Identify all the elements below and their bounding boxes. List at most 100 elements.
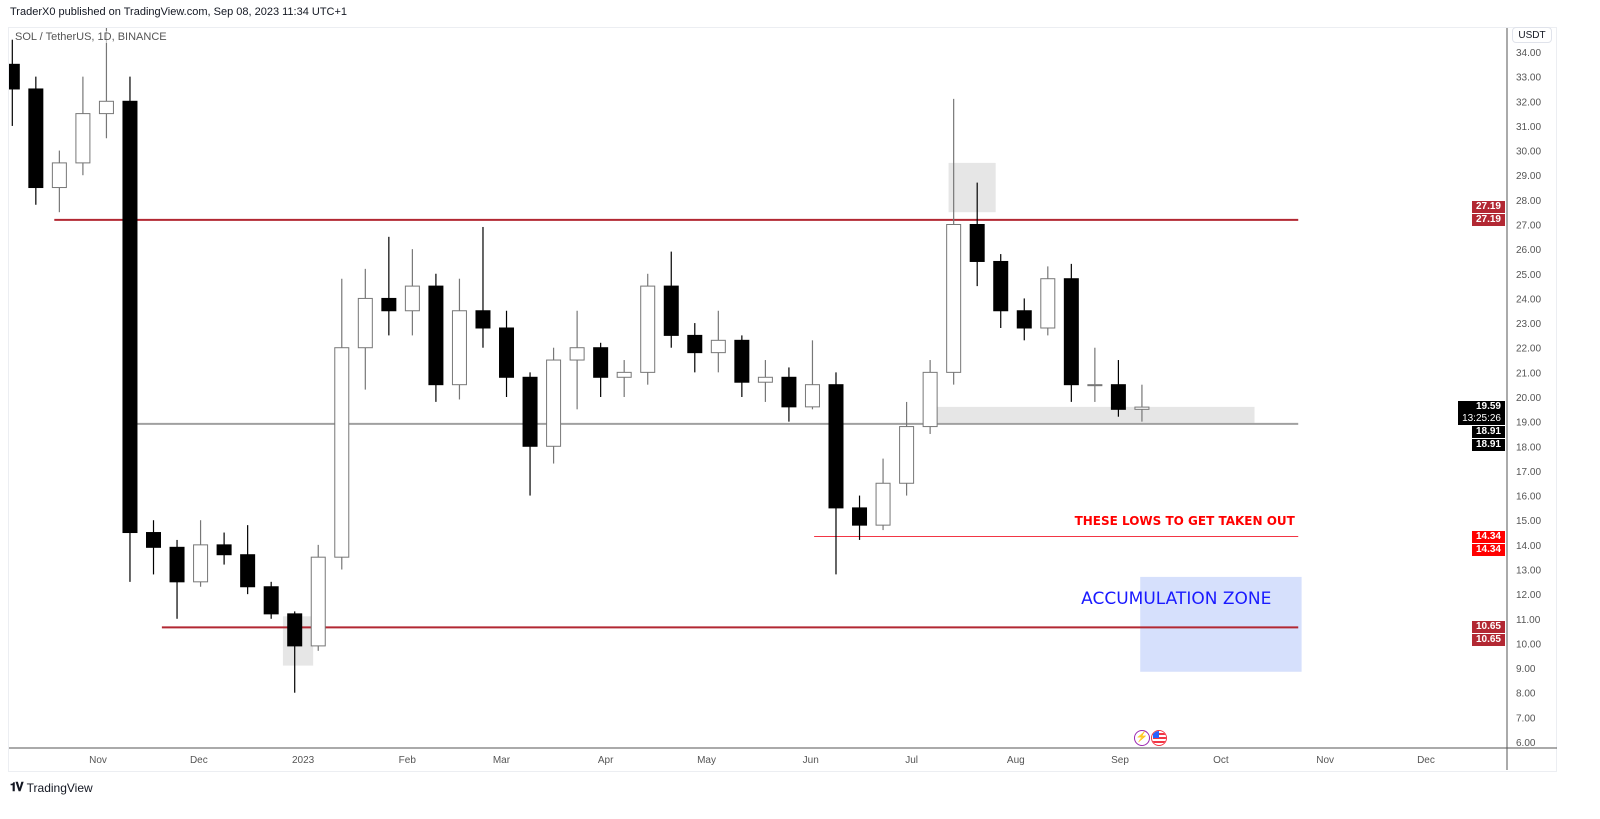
- candle-body: [381, 297, 397, 312]
- x-tick-label: 2023: [292, 755, 315, 766]
- candle: [828, 372, 844, 575]
- candle: [1016, 298, 1032, 341]
- candle: [969, 182, 985, 287]
- candle-body: [451, 310, 467, 386]
- price-label-value: 10.65: [1475, 634, 1501, 645]
- candle: [334, 278, 350, 570]
- x-tick-label: Feb: [399, 755, 417, 766]
- candle-body: [98, 100, 114, 115]
- y-tick-label: 6.00: [1516, 738, 1536, 749]
- price-label: 10.65: [1471, 621, 1505, 633]
- lows-annotation: THESE LOWS TO GET TAKEN OUT: [1075, 514, 1296, 528]
- price-label: 18.91: [1471, 426, 1505, 438]
- candle-body: [969, 224, 985, 262]
- y-tick-label: 27.00: [1516, 221, 1541, 232]
- candle-body: [616, 371, 632, 378]
- accumulation-zone-label: ACCUMULATION ZONE: [1081, 589, 1271, 609]
- candle-body: [546, 359, 562, 447]
- candle: [899, 401, 915, 496]
- candle-body: [946, 224, 962, 373]
- price-label: 27.19: [1471, 201, 1505, 213]
- candle-body: [1087, 384, 1103, 387]
- candle-body: [710, 339, 726, 354]
- candle-body: [993, 260, 1009, 312]
- candle: [475, 226, 491, 348]
- candle-body: [75, 113, 91, 164]
- price-label-value: 14.34: [1475, 531, 1501, 542]
- currency-button[interactable]: USDT: [1512, 27, 1552, 43]
- candle: [381, 236, 397, 336]
- x-tick-label: Apr: [598, 755, 614, 766]
- candle: [875, 458, 891, 531]
- candle-body: [28, 88, 44, 189]
- highlight-box: [935, 406, 1255, 423]
- price-label-value: 10.65: [1475, 621, 1501, 632]
- candle-body: [51, 162, 67, 189]
- candle-body: [687, 334, 703, 354]
- price-label-value: 14.34: [1475, 544, 1501, 555]
- candle-body: [240, 554, 256, 588]
- candle: [193, 520, 209, 587]
- candle-body: [593, 347, 609, 378]
- y-tick-label: 18.00: [1516, 442, 1541, 453]
- candle: [946, 98, 962, 385]
- candle-body: [1016, 310, 1032, 329]
- x-tick-label: Aug: [1007, 755, 1025, 766]
- candle-body: [193, 544, 209, 583]
- x-tick-label: May: [697, 755, 716, 766]
- y-tick-label: 33.00: [1516, 73, 1541, 84]
- candle-body: [428, 285, 444, 386]
- candle-body: [1063, 278, 1079, 386]
- x-tick-label: Nov: [1316, 755, 1334, 766]
- candle: [852, 495, 868, 540]
- y-tick-label: 19.00: [1516, 418, 1541, 429]
- candle-body: [522, 376, 538, 447]
- brand-name[interactable]: TradingView: [26, 780, 93, 795]
- candle: [1087, 347, 1103, 402]
- price-label-value: 19.59: [1475, 401, 1501, 412]
- y-tick-label: 10.00: [1516, 639, 1541, 650]
- candle: [428, 273, 444, 402]
- symbol-legend: SOL / TetherUS, 1D, BINANCE: [15, 31, 167, 43]
- candle: [1134, 384, 1150, 422]
- candle-body: [263, 586, 279, 615]
- candle: [593, 342, 609, 398]
- x-tick-label: Jul: [905, 755, 918, 766]
- y-tick-label: 31.00: [1516, 122, 1541, 133]
- y-tick-label: 17.00: [1516, 467, 1541, 478]
- candle: [781, 367, 797, 422]
- price-label: 18.91: [1471, 439, 1505, 451]
- y-tick-label: 13.00: [1516, 566, 1541, 577]
- candle: [993, 254, 1009, 329]
- y-tick-label: 25.00: [1516, 270, 1541, 281]
- lightning-icon[interactable]: ⚡: [1134, 730, 1150, 746]
- y-tick-label: 34.00: [1516, 48, 1541, 59]
- price-label: 19.59 13:25:26: [1458, 401, 1505, 425]
- y-tick-label: 23.00: [1516, 319, 1541, 330]
- price-label-value: 18.91: [1475, 439, 1501, 450]
- y-tick-label: 7.00: [1516, 713, 1536, 724]
- candle-body: [781, 376, 797, 408]
- y-tick-label: 8.00: [1516, 689, 1536, 700]
- candle: [240, 525, 256, 595]
- chart-frame: [8, 27, 1557, 772]
- candle-body: [663, 285, 679, 336]
- candle: [663, 251, 679, 348]
- candle: [51, 150, 67, 213]
- candle-body: [216, 544, 232, 556]
- candle: [546, 347, 562, 464]
- us-flag-icon[interactable]: [1151, 730, 1167, 746]
- price-label: 10.65: [1471, 634, 1505, 646]
- candle: [734, 335, 750, 398]
- price-label: 14.34: [1471, 544, 1505, 556]
- y-tick-label: 15.00: [1516, 516, 1541, 527]
- x-tick-label: Jun: [803, 755, 819, 766]
- candle: [357, 268, 373, 390]
- y-tick-label: 30.00: [1516, 147, 1541, 158]
- candle: [404, 249, 420, 336]
- candle: [522, 372, 538, 496]
- candle-body: [122, 100, 138, 534]
- y-tick-label: 32.00: [1516, 97, 1541, 108]
- y-tick-label: 12.00: [1516, 590, 1541, 601]
